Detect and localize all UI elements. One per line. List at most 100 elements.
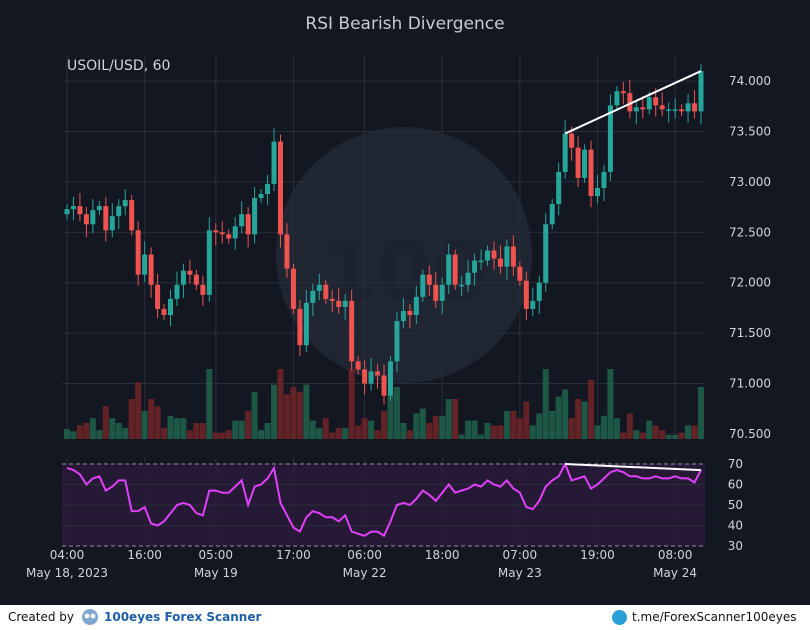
candle-body [543, 224, 549, 283]
volume-bar [122, 427, 129, 439]
volume-bar [141, 411, 148, 439]
price-tick-label: 70.500 [729, 427, 771, 441]
candle-body [316, 284, 322, 291]
candle-body [472, 260, 478, 273]
telegram-link[interactable]: t.me/ForexScanner100eyes [632, 610, 797, 624]
volume-bar [154, 406, 161, 439]
candle-body [122, 200, 128, 207]
volume-bar [329, 432, 336, 439]
volume-bar [193, 423, 200, 439]
price-divergence-line [564, 70, 702, 135]
volume-bar [219, 432, 226, 439]
volume-bar [322, 418, 329, 439]
volume-bar [355, 425, 362, 439]
rsi-divergence-line [565, 463, 702, 472]
candle-body [213, 230, 219, 233]
candle-body [510, 246, 516, 267]
volume-bar [646, 420, 653, 439]
volume-bar [393, 387, 400, 439]
candle-body [265, 183, 271, 195]
volume-bar [452, 399, 459, 439]
candle-body [129, 200, 135, 231]
volume-bar [290, 387, 297, 439]
candle-body [446, 254, 452, 285]
candle-body [413, 296, 419, 316]
x-tick-time: 06:00 [347, 548, 382, 562]
volume-bar [303, 384, 310, 439]
x-tick-time: 04:00 [50, 548, 85, 562]
candle-body [607, 105, 613, 172]
candle-body [465, 272, 471, 285]
candle-body [504, 246, 510, 267]
candle-body [562, 133, 568, 172]
volume-bar [161, 427, 168, 439]
candle-body [569, 133, 575, 148]
volume-bar [348, 369, 355, 439]
candle-body [226, 234, 232, 239]
candle-body [420, 274, 426, 297]
x-tick-time: 17:00 [276, 548, 311, 562]
volume-bar [639, 432, 646, 439]
x-tick-time: 16:00 [127, 548, 162, 562]
rsi-tick-label: 60 [728, 478, 743, 492]
volume-bar [419, 408, 426, 439]
candle-body [297, 308, 303, 346]
candle-body [258, 194, 264, 199]
candle-body [407, 310, 413, 316]
brand-logo-icon [82, 609, 98, 625]
volume-bar [471, 420, 478, 439]
candle-body [336, 300, 342, 307]
candle-body [588, 149, 594, 197]
watermark-logo-text: 100 [321, 226, 488, 319]
candle-body [310, 290, 316, 303]
price-tick-label: 74.000 [729, 74, 771, 88]
telegram-icon[interactable] [612, 610, 627, 625]
candle-body [400, 310, 406, 322]
volume-bar [115, 423, 122, 439]
candle-body [271, 141, 277, 184]
volume-bar [258, 430, 265, 439]
volume-bar [549, 411, 556, 439]
volume-bar [478, 435, 485, 439]
candle-body [187, 270, 193, 275]
candle-body [290, 268, 296, 309]
candle-body [549, 204, 555, 225]
candle-body [180, 270, 186, 285]
volume-bar [691, 425, 698, 439]
price-tick-label: 73.000 [729, 175, 771, 189]
candle-body [355, 361, 361, 370]
watermark-icon [276, 127, 532, 383]
candle-body [517, 266, 523, 281]
volume-bar [316, 427, 323, 439]
volume-bar [620, 432, 627, 439]
candle-body [96, 206, 102, 211]
volume-bar [186, 430, 193, 439]
candle-body [666, 109, 672, 111]
volume-bar [76, 425, 83, 439]
candle-body [103, 206, 109, 231]
volume-bar [503, 411, 510, 439]
candle-body [77, 206, 83, 215]
volume-bar [173, 418, 180, 439]
volume-bar [484, 423, 491, 439]
candle-body [556, 171, 562, 205]
candle-body [575, 147, 581, 178]
volume-bar [542, 369, 549, 439]
price-tick-label: 72.500 [729, 225, 771, 239]
volume-bar [342, 427, 349, 439]
volume-bar [665, 435, 672, 439]
volume-bar [361, 418, 368, 439]
volume-bar [167, 415, 174, 439]
volume-bar [432, 415, 439, 439]
volume-bar [89, 418, 96, 439]
candle-body [362, 369, 368, 384]
candle-body [303, 302, 309, 346]
candle-body [627, 93, 633, 112]
volume-bar [659, 430, 666, 439]
volume-bar [70, 431, 77, 439]
candle-body [659, 105, 665, 110]
candle-body [523, 280, 529, 309]
price-tick-label: 72.000 [729, 276, 771, 290]
candle-body [653, 97, 659, 106]
chart-frame: RSI Bearish Divergence USOIL/USD, 60 100 70… [0, 0, 810, 605]
